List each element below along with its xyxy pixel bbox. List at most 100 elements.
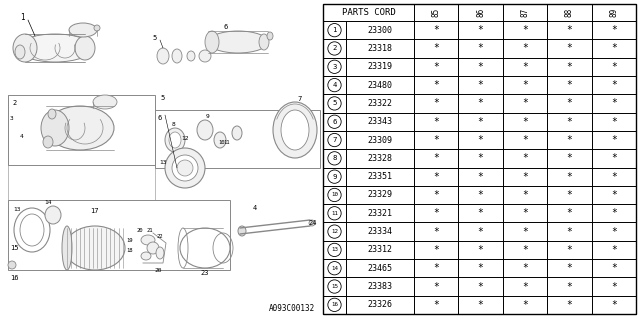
Ellipse shape	[281, 110, 309, 150]
Text: *: *	[433, 44, 439, 53]
Text: 23321: 23321	[367, 209, 392, 218]
Text: *: *	[522, 263, 528, 273]
Text: 4: 4	[253, 205, 257, 211]
Text: 2: 2	[332, 45, 337, 52]
Bar	[323, 21, 346, 39]
Text: 12: 12	[181, 135, 189, 140]
Circle shape	[328, 298, 341, 311]
Ellipse shape	[62, 226, 72, 270]
Text: *: *	[522, 44, 528, 53]
Text: *: *	[522, 62, 528, 72]
Bar	[458, 39, 503, 58]
Text: 5: 5	[153, 35, 157, 41]
Bar	[591, 113, 636, 131]
Ellipse shape	[65, 226, 125, 270]
Text: 7: 7	[298, 96, 302, 102]
Bar	[591, 76, 636, 94]
Bar	[591, 241, 636, 259]
Bar	[414, 259, 458, 277]
Bar	[323, 4, 414, 21]
Ellipse shape	[75, 36, 95, 60]
Bar	[458, 167, 503, 186]
Text: 23465: 23465	[367, 264, 392, 273]
Text: 23351: 23351	[367, 172, 392, 181]
Text: 20: 20	[137, 228, 143, 233]
Bar	[323, 204, 346, 222]
Ellipse shape	[17, 34, 93, 62]
Text: *: *	[522, 25, 528, 35]
Bar	[414, 149, 458, 167]
Text: *: *	[477, 282, 484, 292]
Text: 17: 17	[90, 208, 99, 214]
Ellipse shape	[187, 51, 195, 61]
Bar	[503, 222, 547, 241]
Text: 13: 13	[13, 207, 20, 212]
Text: *: *	[477, 300, 484, 310]
Text: *: *	[611, 208, 617, 218]
Ellipse shape	[238, 226, 246, 236]
Bar	[458, 277, 503, 296]
Text: 23328: 23328	[367, 154, 392, 163]
Bar	[503, 58, 547, 76]
Text: *: *	[566, 300, 572, 310]
Circle shape	[328, 170, 341, 183]
Ellipse shape	[309, 220, 315, 226]
Bar	[591, 21, 636, 39]
Text: *: *	[477, 190, 484, 200]
Bar	[458, 296, 503, 314]
Text: *: *	[433, 208, 439, 218]
Text: *: *	[522, 227, 528, 236]
Text: 23312: 23312	[367, 245, 392, 254]
Text: *: *	[566, 117, 572, 127]
Bar	[414, 167, 458, 186]
Text: 23383: 23383	[367, 282, 392, 291]
Bar	[323, 259, 346, 277]
Text: *: *	[566, 282, 572, 292]
Text: *: *	[611, 44, 617, 53]
Ellipse shape	[45, 206, 61, 224]
Bar	[547, 296, 591, 314]
Ellipse shape	[147, 242, 159, 254]
Bar	[414, 21, 458, 39]
Text: *: *	[566, 227, 572, 236]
Text: *: *	[522, 135, 528, 145]
Text: *: *	[566, 62, 572, 72]
Bar	[414, 241, 458, 259]
Ellipse shape	[94, 25, 100, 31]
Bar	[323, 241, 346, 259]
Ellipse shape	[156, 247, 164, 259]
Bar	[458, 94, 503, 113]
Ellipse shape	[41, 110, 69, 146]
Bar	[591, 94, 636, 113]
Bar	[547, 4, 591, 21]
Bar	[414, 222, 458, 241]
Bar	[323, 167, 346, 186]
Text: *: *	[611, 117, 617, 127]
Bar	[591, 204, 636, 222]
Text: 23309: 23309	[367, 136, 392, 145]
Bar	[503, 277, 547, 296]
Text: 89: 89	[609, 8, 618, 17]
Text: *: *	[477, 208, 484, 218]
Bar	[458, 58, 503, 76]
Text: *: *	[477, 263, 484, 273]
Text: *: *	[566, 172, 572, 182]
Bar	[591, 131, 636, 149]
Text: 87: 87	[520, 8, 529, 17]
Ellipse shape	[69, 23, 97, 37]
Bar	[503, 259, 547, 277]
Ellipse shape	[48, 109, 56, 119]
Bar	[323, 4, 636, 314]
Bar	[591, 277, 636, 296]
Text: *: *	[477, 245, 484, 255]
Ellipse shape	[232, 126, 242, 140]
Ellipse shape	[141, 252, 151, 260]
Text: 9: 9	[205, 114, 209, 118]
Text: 4: 4	[20, 133, 24, 139]
Bar	[503, 167, 547, 186]
Bar	[323, 58, 346, 76]
Text: *: *	[433, 245, 439, 255]
Bar	[8, 200, 230, 270]
Text: *: *	[522, 117, 528, 127]
Text: 1: 1	[332, 27, 337, 33]
